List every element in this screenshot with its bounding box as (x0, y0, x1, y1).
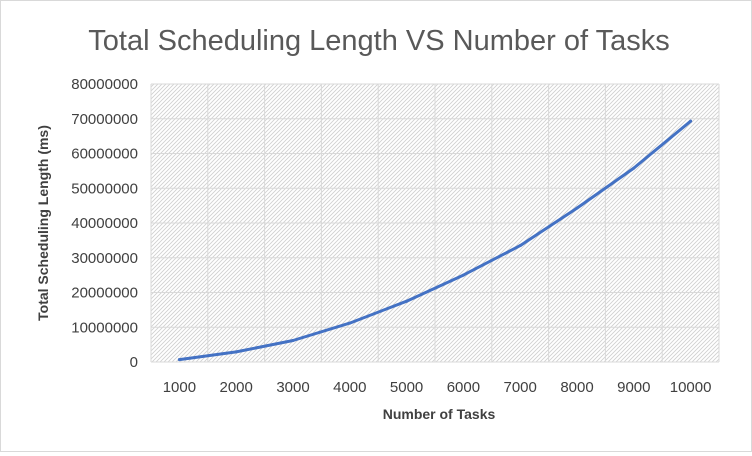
y-tick-label: 10000000 (71, 319, 138, 336)
x-axis-tick-labels: 1000 2000 3000 4000 5000 6000 7000 8000 9000 1000… (163, 379, 712, 396)
x-tick-label: 1000 (163, 379, 196, 396)
y-axis-tick-labels: 0 10000000 20000000 30000000 40000000 5000000… (71, 76, 138, 371)
data-point (291, 338, 295, 342)
data-point (177, 358, 181, 362)
x-tick-label: 5000 (390, 379, 423, 396)
chart-title: Total Scheduling Length VS Number of Tas… (88, 25, 669, 57)
y-tick-label: 40000000 (71, 215, 138, 232)
y-tick-label: 80000000 (71, 76, 138, 93)
y-tick-label: 70000000 (71, 111, 138, 128)
x-tick-label: 7000 (504, 379, 537, 396)
data-point (518, 244, 522, 248)
y-tick-label: 20000000 (71, 285, 138, 302)
y-tick-label: 0 (130, 354, 138, 371)
x-tick-label: 3000 (276, 379, 309, 396)
x-tick-label: 6000 (447, 379, 480, 396)
y-tick-label: 50000000 (71, 180, 138, 197)
gridlines (150, 83, 720, 363)
y-axis-title: Total Scheduling Length (ms) (35, 125, 51, 321)
x-tick-label: 2000 (220, 379, 253, 396)
x-tick-label: 10000 (670, 379, 712, 396)
data-point (461, 273, 465, 277)
x-tick-label: 4000 (333, 379, 366, 396)
data-point (348, 321, 352, 325)
series-line (177, 119, 693, 362)
x-axis-title: Number of Tasks (383, 406, 496, 422)
data-point (575, 206, 579, 210)
x-tick-label: 9000 (617, 379, 650, 396)
series-layer (177, 119, 693, 362)
data-point (632, 166, 636, 170)
data-point (689, 119, 693, 123)
data-point (234, 350, 238, 354)
y-tick-label: 30000000 (71, 250, 138, 267)
data-point (405, 299, 409, 303)
y-tick-label: 60000000 (71, 146, 138, 163)
x-tick-label: 8000 (560, 379, 593, 396)
